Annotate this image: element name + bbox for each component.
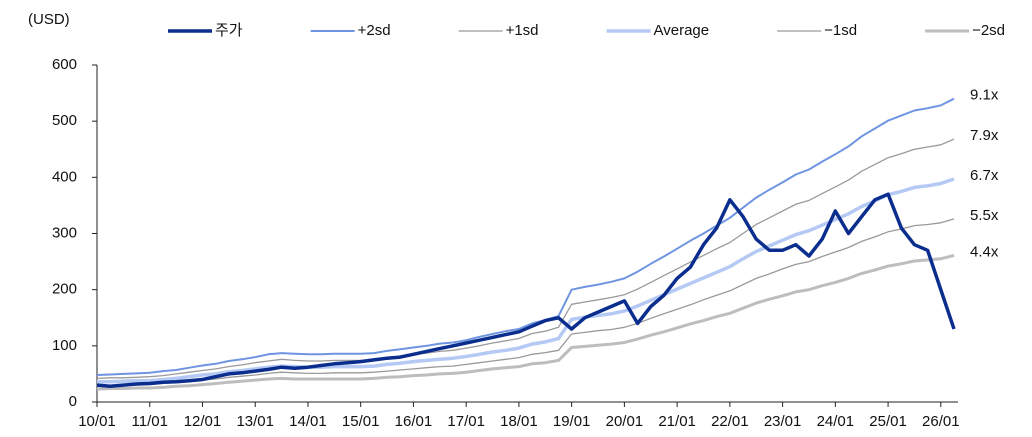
x-tick-label: 13/01 xyxy=(236,413,274,430)
x-tick-label: 26/01 xyxy=(922,413,960,430)
series-line xyxy=(96,253,955,391)
y-tick-label: 600 xyxy=(52,56,77,73)
x-tick-label: 14/01 xyxy=(289,413,327,430)
series-line xyxy=(96,192,956,389)
y-tick-label: 400 xyxy=(52,168,77,185)
y-tick-label: 200 xyxy=(52,281,77,298)
y-unit: (USD) xyxy=(28,11,70,28)
series-line xyxy=(96,97,955,376)
x-tick-label: 10/01 xyxy=(78,413,116,430)
x-tick-label: 11/01 xyxy=(132,413,168,430)
multiple-label: 9.1x xyxy=(970,87,999,104)
x-tick-label: 21/01 xyxy=(658,413,696,430)
multiple-label: 4.4x xyxy=(970,243,999,260)
legend-label: 주가 xyxy=(215,22,243,39)
legend-label: −2sd xyxy=(972,22,1005,39)
y-tick-label: 100 xyxy=(52,337,77,354)
series-line xyxy=(96,138,955,380)
y-tick-label: 0 xyxy=(69,393,77,410)
x-tick-label: 23/01 xyxy=(764,413,802,430)
multiple-label: 5.5x xyxy=(970,207,999,224)
x-tick-label: 22/01 xyxy=(711,413,749,430)
series-line xyxy=(96,218,955,387)
multiple-label: 7.9x xyxy=(970,127,999,144)
x-tick-label: 24/01 xyxy=(817,413,855,430)
x-tick-label: 17/01 xyxy=(447,413,485,430)
y-tick-label: 300 xyxy=(52,224,77,241)
y-tick-label: 500 xyxy=(52,112,77,129)
legend-label: +2sd xyxy=(358,22,391,39)
multiple-label: 6.7x xyxy=(970,167,999,184)
x-tick-label: 18/01 xyxy=(500,413,538,430)
x-tick-label: 15/01 xyxy=(342,413,380,430)
legend-label: −1sd xyxy=(824,22,857,39)
series-line xyxy=(97,177,955,384)
legend-label: +1sd xyxy=(506,22,539,39)
legend-label: Average xyxy=(654,22,710,39)
x-tick-label: 25/01 xyxy=(869,413,907,430)
x-tick-label: 16/01 xyxy=(395,413,433,430)
x-tick-label: 20/01 xyxy=(606,413,644,430)
x-tick-label: 12/01 xyxy=(184,413,222,430)
x-tick-label: 19/01 xyxy=(553,413,591,430)
